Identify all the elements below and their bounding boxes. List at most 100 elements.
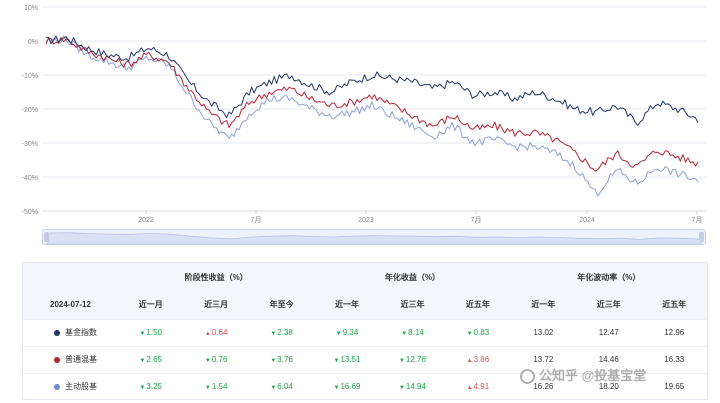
row-name: 普通混基 [65,355,97,364]
y-tick-label: -30% [22,141,38,148]
y-tick-label: -50% [22,209,38,216]
table-cell: 13.72 [510,345,577,373]
zhihu-logo-icon [520,369,535,385]
up-triangle-icon: ▲ [204,331,211,337]
table-cell: ▼9.34 [314,318,380,346]
watermark: 公知乎 @投基宝堂 [520,365,646,385]
column-header: 近三年 [379,291,446,319]
annual-volatility-header: 年化波动率（%） [510,263,707,291]
column-header: 近一年 [510,291,577,319]
chart-svg: 10% 0% -10% -20% -30% -40% -50% 2022 7月 2023 7月 202… [22,5,706,224]
y-tick-label: 10% [24,5,38,12]
table-row: 主动股基 ▼3.25 ▼1.54 ▼6.04 ▼16.69 ▼14.94 ▲4.91 16.2… [23,372,707,400]
column-header-row: 2024-07-12 近一月 近三月 年至今 近一年 近三年 近五年 近一年 近三年 近五年 [23,291,707,319]
zoom-handle-right[interactable] [699,232,704,242]
column-header: 近三年 [576,291,642,319]
row-name-cell: 主动股基 [23,372,118,400]
annual-return-header: 年化收益（%） [314,263,511,291]
cell-value: 12.96 [664,328,685,337]
table-cell: 13.02 [510,318,577,346]
cell-value: 16.69 [340,382,361,392]
cell-value: 14.46 [598,355,619,364]
table-row: 普通混基 ▼2.65 ▼0.76 ▼3.76 ▼13.51 ▼12.76 ▲3.86 13.7… [23,345,707,373]
stage-return-header: 阶段性收益（%） [118,263,315,291]
cell-value: 1.54 [211,382,228,392]
table-cell: ▼0.76 [183,345,249,373]
table-cell: 18.20 [576,372,642,400]
x-tick-label: 7月 [692,216,703,224]
cell-value: 16.33 [664,355,685,364]
x-tick-label: 7月 [251,216,262,224]
zoom-preview-area [46,232,702,244]
column-header: 近三月 [183,291,249,319]
table-cell: ▼3.25 [118,372,184,400]
cell-value: 2.65 [146,355,162,364]
row-name-cell: 基金指数 [23,318,118,346]
table-cell: 12.47 [576,318,642,346]
table-cell: ▼12.76 [379,345,446,373]
up-triangle-icon: ▲ [466,358,473,364]
cell-value: 4.91 [473,382,490,392]
cell-value: 0.83 [473,328,490,337]
column-header: 近一月 [118,291,184,319]
table-cell: ▼2.65 [118,345,184,373]
cell-value: 13.02 [533,328,554,337]
x-tick-label: 7月 [471,216,482,224]
cell-value: 16.26 [533,382,554,392]
x-tick-label: 2022 [138,217,154,224]
column-header: 近五年 [445,291,511,319]
series-line-1 [45,35,699,126]
down-triangle-icon: ▼ [398,358,405,364]
table-cell: ▲3.86 [445,345,511,373]
column-header: 近一年 [314,291,380,319]
y-tick-label: 0% [28,39,38,46]
row-name: 主动股基 [65,382,97,392]
series-line-2 [45,37,699,172]
row-name: 基金指数 [65,328,97,337]
x-tick-label: 2023 [358,217,374,224]
table-cell: 12.96 [641,318,707,346]
series-line-3 [45,35,699,197]
empty-header-cell [23,263,118,291]
cell-value: 13.51 [340,355,361,364]
table-cell: 19.65 [641,372,707,400]
table-cell: ▼2.38 [248,318,315,346]
column-header: 近五年 [641,291,707,319]
down-triangle-icon: ▼ [335,331,342,337]
table-cell: ▼16.69 [314,372,380,400]
table-cell: ▼13.51 [314,345,380,373]
down-triangle-icon: ▼ [333,385,340,392]
cell-value: 8.14 [408,328,424,337]
zoom-handle-left[interactable] [44,232,49,242]
down-triangle-icon: ▼ [139,385,146,392]
cell-value: 1.50 [146,328,162,337]
cell-value: 6.04 [277,382,293,392]
table-cell: ▼6.04 [248,372,315,400]
table-cell: ▼8.14 [379,318,446,346]
cell-value: 3.86 [473,355,490,364]
cell-value: 0.64 [211,328,228,337]
down-triangle-icon: ▼ [270,331,277,337]
table-cell: ▲0.64 [183,318,249,346]
cell-value: 0.76 [211,355,228,364]
cell-value: 12.76 [405,355,426,364]
down-triangle-icon: ▼ [139,358,146,364]
table-cell: ▼14.94 [379,372,446,400]
cell-value: 9.34 [342,328,359,337]
cell-value: 13.72 [533,355,554,364]
legend-dot-icon [54,329,60,336]
down-triangle-icon: ▼ [333,358,340,364]
zoom-preview [46,232,702,244]
down-triangle-icon: ▼ [270,358,277,364]
zoom-slider[interactable] [42,229,706,245]
column-header: 年至今 [248,291,315,319]
performance-table: 阶段性收益（%） 年化收益（%） 年化波动率（%） 2024-07-12 近一月… [22,262,708,400]
x-tick-label: 2024 [579,217,595,224]
y-tick-label: -40% [22,175,38,182]
down-triangle-icon: ▼ [398,385,405,392]
y-tick-label: -10% [22,73,38,80]
down-triangle-icon: ▼ [270,385,277,392]
table-cell: ▼0.83 [445,318,511,346]
down-triangle-icon: ▼ [204,385,211,392]
down-triangle-icon: ▼ [401,331,408,337]
